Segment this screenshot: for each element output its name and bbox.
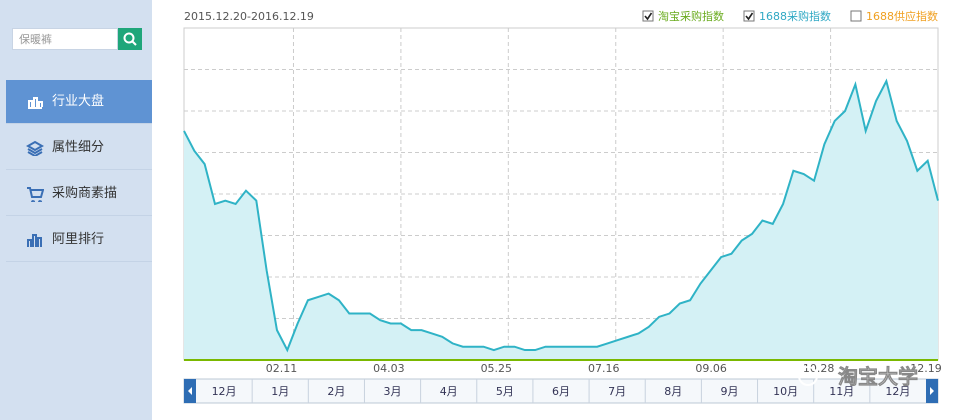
menu-item[interactable]: 行业大盘 [6,80,152,124]
nav-month[interactable]: 7月 [608,385,626,398]
nav-right-button[interactable] [926,379,938,403]
legend-checkbox[interactable] [743,10,755,22]
check-mark [745,12,754,21]
nav-month[interactable]: 2月 [327,385,345,398]
nav-month[interactable]: 5月 [496,385,514,398]
watermark-icon [798,366,818,386]
nav-month[interactable]: 11月 [829,385,854,398]
nav-month[interactable]: 8月 [664,385,682,398]
menu-icon [27,234,42,247]
x-tick-label: 04.03 [373,362,405,375]
legend-label: 1688采购指数 [759,9,831,23]
menu-item[interactable]: 属性细分 [6,126,152,170]
nav-arrow [188,387,192,395]
nav-month[interactable]: 4月 [440,385,458,398]
series-line [183,78,939,353]
x-tick-label: 10.28 [803,362,835,375]
nav-arrow [930,387,934,395]
nav-month[interactable]: 12月 [212,385,237,398]
nav-month[interactable]: 10月 [773,385,798,398]
menu-item[interactable]: 阿里排行 [6,218,152,262]
menu-label: 阿里排行 [52,232,105,247]
nav-month[interactable]: 6月 [552,385,570,398]
legend-label: 淘宝采购指数 [658,9,724,23]
menu-label: 属性细分 [52,140,105,155]
date-range: 2015.12.20-2016.12.19 [184,10,314,23]
legend-label: 1688供应指数 [866,9,938,23]
nav-month[interactable]: 12月 [885,385,910,398]
x-tick-label: 02.11 [266,362,298,375]
nav-left-button[interactable] [184,379,196,403]
menu-icon [27,187,44,202]
nav-month[interactable]: 3月 [384,385,402,398]
check-mark [644,12,653,21]
menu-icon [26,140,44,156]
nav-month[interactable]: 9月 [720,385,738,398]
x-tick-label: 05.25 [481,362,513,375]
plot-frame [183,27,939,361]
x-tick-label: 09.06 [695,362,727,375]
menu-icon [28,97,43,109]
search-button[interactable] [118,28,142,50]
x-tick-label: 12.19 [910,362,942,375]
watermark: 淘宝大学 [838,365,918,389]
search-icon [123,32,137,46]
icon-shape [27,187,44,202]
menu-label: 行业大盘 [52,94,105,109]
icon-shape [28,97,43,109]
navigator-bar [183,378,939,404]
menu-label: 采购商素描 [52,186,118,201]
menu-item[interactable]: 采购商素描 [6,172,152,216]
nav-month[interactable]: 1月 [271,385,289,398]
legend-checkbox[interactable] [850,10,862,22]
icon-shape [26,140,44,156]
search-input[interactable]: 保暖裤 [12,28,118,50]
icon-shape [27,234,42,247]
area-fill [184,81,938,361]
x-tick-label: 07.16 [588,362,620,375]
legend-checkbox[interactable] [642,10,654,22]
sidebar: 保暖裤 行业大盘属性细分采购商素描阿里排行 [0,0,152,420]
